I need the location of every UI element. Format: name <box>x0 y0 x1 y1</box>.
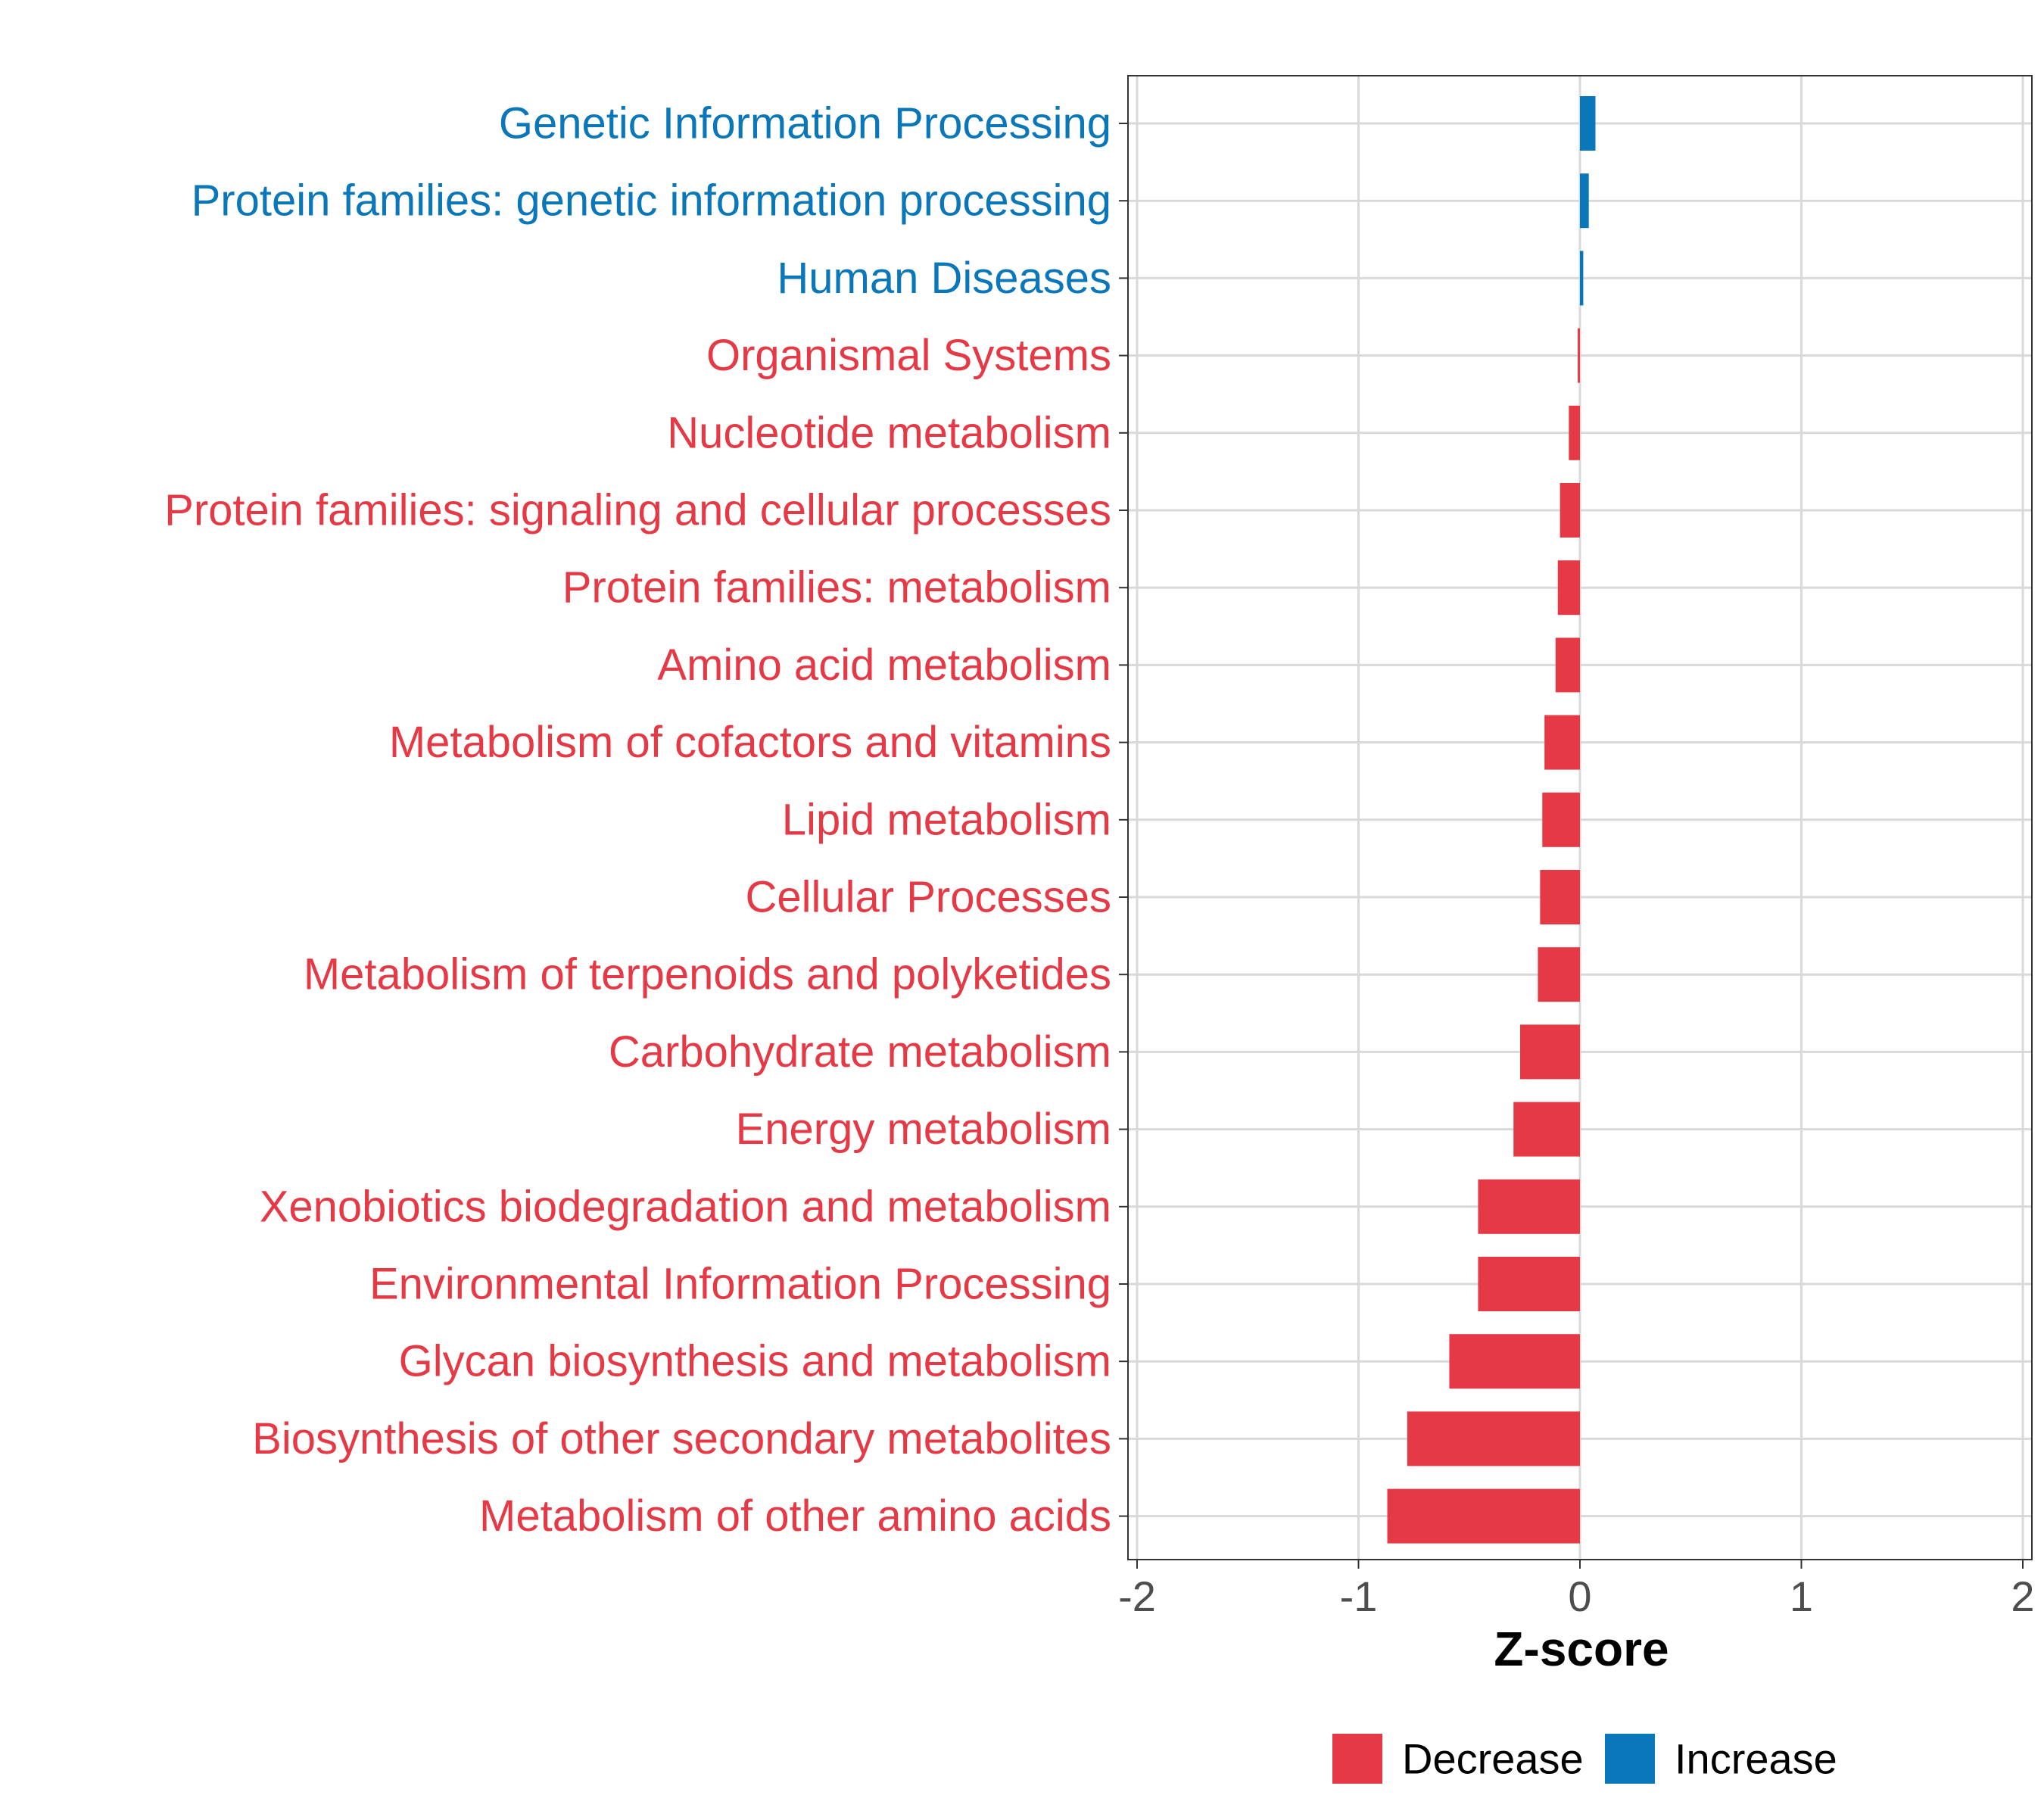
y-tick-label: Energy metabolism <box>736 1105 1111 1154</box>
bar <box>1540 870 1580 924</box>
y-tick-label: Metabolism of cofactors and vitamins <box>389 718 1111 767</box>
bar <box>1513 1102 1580 1157</box>
x-tick-label: 0 <box>1568 1572 1591 1620</box>
y-tick-label: Carbohydrate metabolism <box>609 1027 1111 1077</box>
x-axis-title: Z-score <box>1494 1622 1669 1676</box>
y-tick-label: Cellular Processes <box>745 873 1111 922</box>
bar <box>1478 1257 1580 1311</box>
bar <box>1569 405 1580 460</box>
y-tick-label: Glycan biosynthesis and metabolism <box>399 1337 1111 1386</box>
legend-label: Decrease <box>1402 1735 1584 1783</box>
x-tick-label: 1 <box>1790 1572 1813 1620</box>
bar <box>1578 328 1580 383</box>
bar <box>1557 560 1580 616</box>
bar <box>1449 1334 1580 1389</box>
bar <box>1407 1411 1580 1466</box>
y-tick-label: Xenobiotics biodegradation and metabolis… <box>260 1182 1111 1231</box>
bar <box>1538 947 1580 1002</box>
y-tick-label: Biosynthesis of other secondary metaboli… <box>252 1414 1111 1463</box>
y-tick-label: Human Diseases <box>777 254 1111 303</box>
y-tick-label: Metabolism of other amino acids <box>479 1491 1111 1541</box>
x-axis: -2 -1 0 1 2 <box>1118 1560 2035 1620</box>
y-tick-label: Organismal Systems <box>706 331 1111 380</box>
bar <box>1544 715 1580 770</box>
legend-swatch <box>1605 1734 1655 1784</box>
legend-label: Increase <box>1675 1735 1837 1783</box>
bar <box>1478 1179 1580 1234</box>
legend: Decrease Increase <box>1332 1734 1837 1784</box>
bar <box>1559 483 1580 538</box>
bar <box>1520 1024 1580 1080</box>
y-tick-label: Protein families: signaling and cellular… <box>164 486 1111 535</box>
y-tick-label: Environmental Information Processing <box>369 1260 1111 1309</box>
bar <box>1580 173 1589 229</box>
y-tick-label: Metabolism of terpenoids and polyketides <box>304 950 1111 999</box>
bar <box>1387 1488 1580 1544</box>
y-tick-label: Lipid metabolism <box>782 795 1111 844</box>
bar <box>1555 637 1580 693</box>
y-axis: Genetic Information Processing Protein fa… <box>164 99 1128 1541</box>
y-tick-label: Protein families: metabolism <box>562 563 1111 612</box>
x-tick-label: -1 <box>1340 1572 1378 1620</box>
y-tick-label: Amino acid metabolism <box>657 640 1111 690</box>
x-tick-label: 2 <box>2011 1572 2034 1620</box>
y-tick-label: Protein families: genetic information pr… <box>192 176 1111 226</box>
legend-swatch <box>1332 1734 1382 1784</box>
bar <box>1580 251 1584 306</box>
bar <box>1542 792 1580 847</box>
x-tick-label: -2 <box>1118 1572 1156 1620</box>
y-tick-label: Nucleotide metabolism <box>667 408 1111 457</box>
y-tick-label: Genetic Information Processing <box>499 99 1111 148</box>
bars <box>1387 96 1596 1544</box>
bar <box>1580 96 1596 151</box>
